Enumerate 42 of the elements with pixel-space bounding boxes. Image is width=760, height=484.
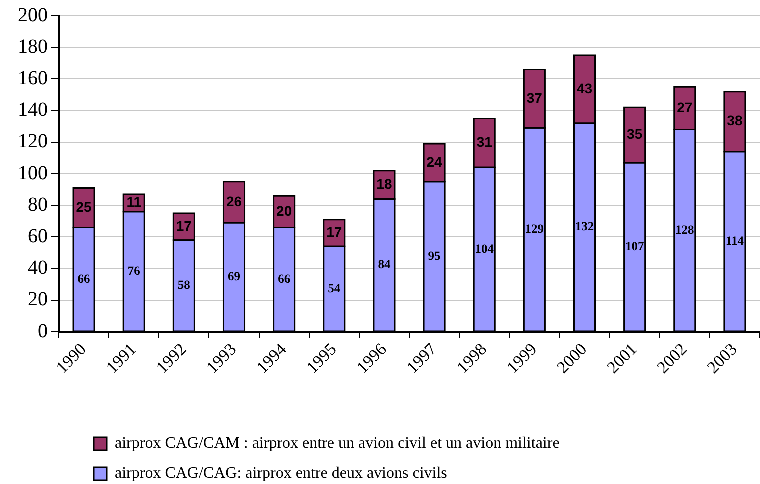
data-label: 27 (677, 99, 693, 116)
data-label: 11 (126, 194, 142, 210)
data-label: 38 (727, 112, 743, 129)
data-label: 66 (278, 272, 291, 286)
y-tick-label: 140 (18, 99, 48, 122)
data-label: 43 (576, 80, 593, 96)
data-label: 76 (128, 264, 140, 278)
data-label: 104 (475, 242, 495, 256)
data-label: 54 (328, 281, 342, 296)
y-tick-label: 20 (28, 288, 48, 311)
y-tick-label: 60 (28, 225, 48, 248)
y-tick-label: 200 (18, 4, 48, 26)
data-label: 114 (726, 234, 745, 248)
data-label: 132 (575, 220, 594, 234)
data-label: 69 (228, 269, 240, 284)
y-tick-label: 180 (18, 36, 48, 58)
data-label: 107 (625, 239, 644, 254)
legend-label: airprox CAG/CAG: airprox entre deux avions civils (115, 465, 448, 482)
y-tick-label: 100 (18, 162, 48, 184)
data-label: 26 (226, 193, 242, 210)
data-label: 37 (526, 90, 543, 106)
y-tick-label: 0 (38, 320, 48, 342)
data-label: 84 (378, 258, 392, 272)
data-label: 35 (627, 126, 643, 142)
data-label: 25 (76, 198, 92, 215)
data-label: 20 (276, 202, 292, 219)
data-label: 17 (176, 218, 192, 234)
y-tick-label: 160 (18, 67, 48, 90)
data-label: 129 (525, 222, 544, 236)
data-label: 31 (476, 134, 493, 150)
y-tick-label: 80 (28, 194, 48, 216)
data-label: 17 (326, 224, 342, 240)
data-label: 66 (78, 272, 90, 286)
data-label: 128 (676, 222, 694, 237)
data-label: 24 (426, 154, 443, 170)
x-tick-label: 1991 (102, 340, 140, 378)
data-label: 18 (376, 176, 392, 192)
legend-label: airprox CAG/CAM : airprox entre un avion civil et un avion militaire (115, 435, 560, 452)
data-label: 95 (428, 248, 441, 263)
y-tick-label: 120 (18, 130, 48, 153)
y-tick-label: 40 (28, 257, 48, 280)
data-label: 58 (178, 278, 190, 292)
